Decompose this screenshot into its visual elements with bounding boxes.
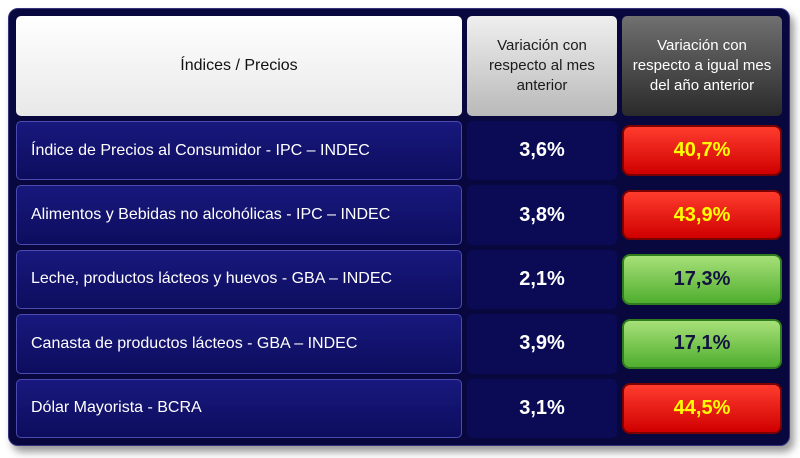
year-variation-value: 44,5% <box>673 396 731 419</box>
header-indices-precios-label: Índices / Precios <box>180 57 298 74</box>
table-row-month-variation-cell: 3,8% <box>467 185 617 245</box>
header-variacion-anio-anterior: Variación con respecto a igual mes del a… <box>622 16 782 116</box>
year-variation-badge: 17,1% <box>622 318 782 370</box>
year-variation-value: 17,3% <box>673 267 731 290</box>
year-variation-badge: 43,9% <box>622 189 782 241</box>
month-variation-value: 3,9% <box>519 332 565 355</box>
year-variation-badge: 40,7% <box>622 125 782 176</box>
year-variation-badge: 44,5% <box>622 383 782 434</box>
indices-precios-table-panel: Índices / Precios Variación con respecto… <box>8 8 790 446</box>
index-name: Índice de Precios al Consumidor - IPC – … <box>31 141 370 159</box>
header-variacion-anio-anterior-label: Variación con respecto a igual mes del a… <box>632 36 772 95</box>
year-variation-badge: 17,3% <box>622 254 782 305</box>
table-row-year-variation-cell: 40,7% <box>622 121 782 180</box>
table-row-month-variation-cell: 3,6% <box>467 121 617 181</box>
table-row-label-cell: Índice de Precios al Consumidor - IPC – … <box>16 121 462 181</box>
header-indices-precios: Índices / Precios <box>16 16 462 116</box>
index-name: Alimentos y Bebidas no alcohólicas - IPC… <box>31 206 391 224</box>
index-name: Canasta de productos lácteos - GBA – IND… <box>31 334 358 352</box>
header-variacion-mes-anterior: Variación con respecto al mes anterior <box>467 16 617 116</box>
month-variation-value: 3,8% <box>519 203 565 226</box>
month-variation-value: 3,6% <box>519 139 565 162</box>
table-row-label-cell: Alimentos y Bebidas no alcohólicas - IPC… <box>16 185 462 245</box>
year-variation-value: 17,1% <box>673 332 731 355</box>
table-row-month-variation-cell: 3,1% <box>467 378 617 438</box>
table-row-year-variation-cell: 43,9% <box>622 185 782 244</box>
year-variation-value: 43,9% <box>673 203 731 226</box>
table-row-month-variation-cell: 2,1% <box>467 249 617 310</box>
index-name: Dólar Mayorista - BCRA <box>31 399 202 417</box>
table-row-year-variation-cell: 17,3% <box>622 250 782 309</box>
table-grid: Índices / Precios Variación con respecto… <box>16 16 782 438</box>
table-row-label-cell: Canasta de productos lácteos - GBA – IND… <box>16 314 462 374</box>
table-row-month-variation-cell: 3,9% <box>467 314 617 374</box>
table-row-year-variation-cell: 44,5% <box>622 379 782 438</box>
month-variation-value: 2,1% <box>519 267 565 290</box>
table-row-year-variation-cell: 17,1% <box>622 314 782 373</box>
header-variacion-mes-anterior-label: Variación con respecto al mes anterior <box>489 36 595 95</box>
month-variation-value: 3,1% <box>519 396 565 419</box>
table-row-label-cell: Dólar Mayorista - BCRA <box>16 378 462 438</box>
year-variation-value: 40,7% <box>673 139 731 162</box>
index-name: Leche, productos lácteos y huevos - GBA … <box>31 270 393 288</box>
table-row-label-cell: Leche, productos lácteos y huevos - GBA … <box>16 249 462 310</box>
